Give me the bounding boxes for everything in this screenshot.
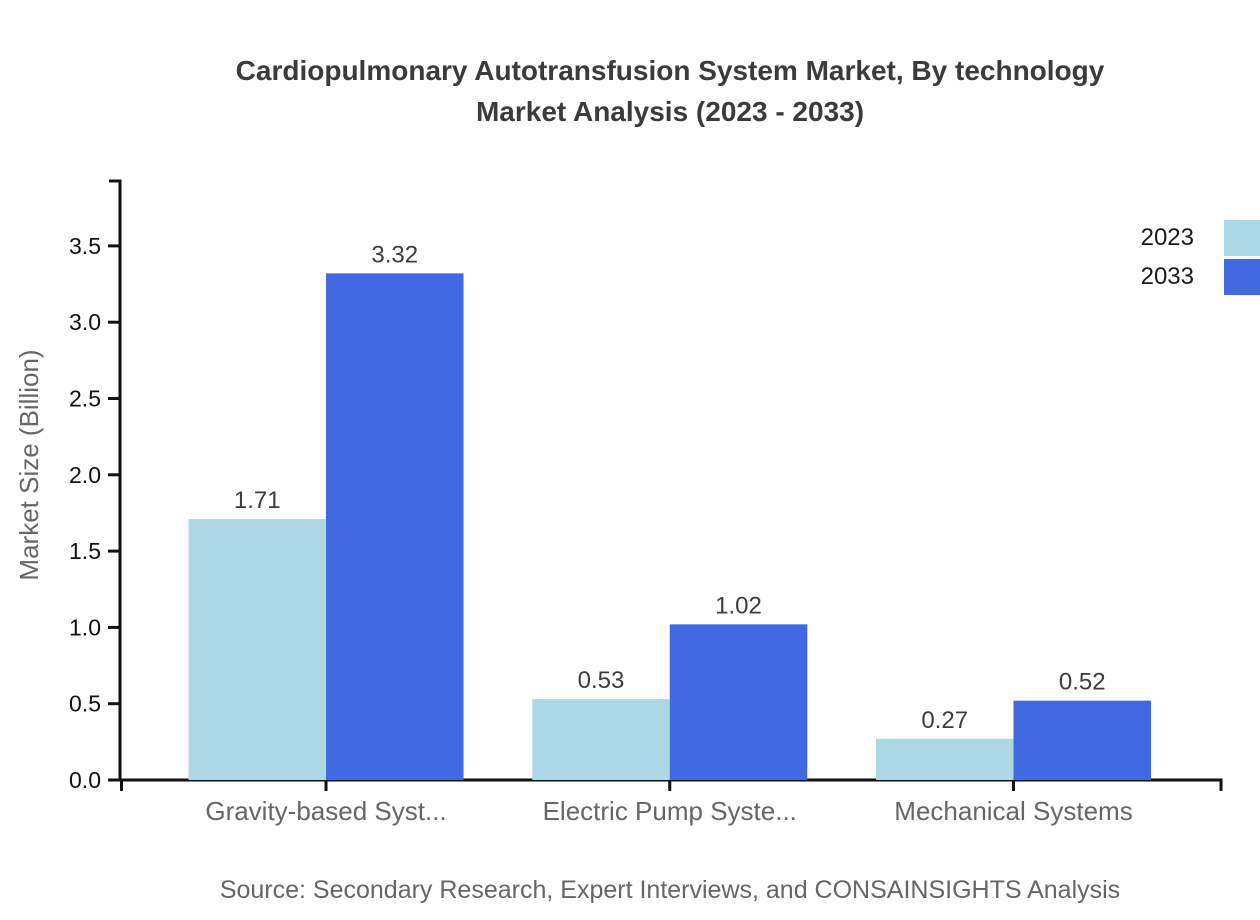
y-tick-label: 1.5 (69, 538, 101, 564)
legend-swatch-2023 (1224, 220, 1260, 256)
y-tick-label: 3.5 (69, 233, 101, 259)
y-tick-label: 3.0 (69, 309, 101, 335)
bar-2023-category-0 (188, 519, 326, 780)
bar-value-label: 0.27 (921, 707, 968, 734)
bar-2033-category-0 (326, 273, 464, 780)
bar-2033-category-2 (1013, 700, 1151, 780)
bar-value-label: 1.71 (234, 487, 281, 514)
y-tick-label: 1.0 (69, 614, 101, 640)
y-axis-title: Market Size (Billion) (14, 349, 44, 580)
bar-value-label: 3.32 (371, 241, 418, 268)
legend-label-2033: 2033 (1140, 263, 1194, 290)
y-tick-label: 0.5 (69, 691, 101, 717)
chart-title: Cardiopulmonary Autotransfusion System M… (80, 50, 1260, 132)
chart-title-line1: Cardiopulmonary Autotransfusion System M… (235, 55, 1105, 86)
legend: 2023 2033 (1141, 219, 1260, 297)
bar-2023-category-1 (532, 699, 670, 780)
bar-value-label: 1.02 (715, 592, 762, 619)
y-tick-label: 2.0 (69, 462, 101, 488)
x-axis-category-label: Gravity-based Syst... (205, 796, 446, 826)
bar-2033-category-1 (669, 624, 808, 780)
source-attribution: Source: Secondary Research, Expert Inter… (219, 876, 1121, 904)
chart-title-line2: Market Analysis (2023 - 2033) (475, 96, 865, 127)
y-tick-label: 2.5 (69, 386, 101, 412)
legend-item-2023: 2023 (1141, 219, 1260, 257)
y-axis-line (109, 179, 122, 782)
legend-swatch-2033 (1224, 259, 1260, 295)
bar-2023-category-2 (876, 738, 1014, 780)
bar-value-label: 0.52 (1059, 669, 1106, 696)
legend-item-2033: 2033 (1141, 258, 1260, 296)
y-tick-label: 0.0 (69, 767, 101, 793)
legend-label-2023: 2023 (1140, 224, 1194, 251)
x-axis-category-label: Electric Pump Syste... (543, 796, 797, 826)
bar-value-label: 0.53 (578, 667, 625, 694)
x-axis-category-label: Mechanical Systems (894, 796, 1132, 826)
